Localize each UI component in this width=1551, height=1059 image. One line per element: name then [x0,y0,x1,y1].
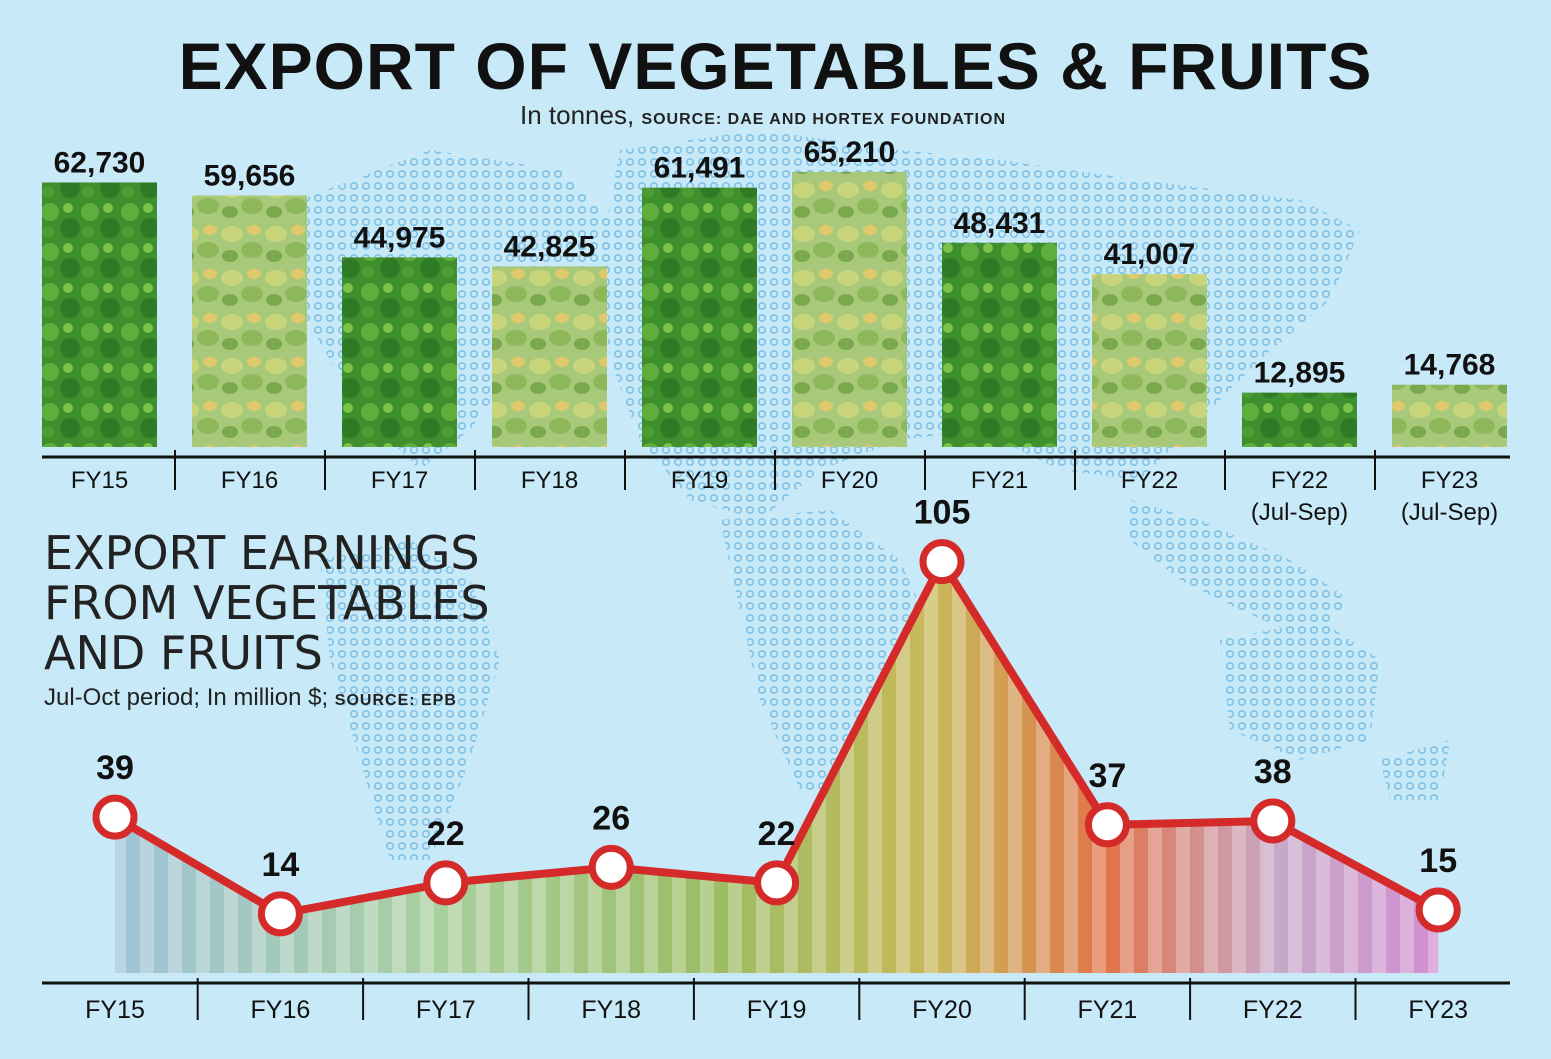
bar-chart [42,172,1507,448]
bar [942,242,1057,447]
bar [792,172,907,447]
bar-value-label: 48,431 [954,207,1046,240]
line-point [919,539,965,585]
bar-value-label: 59,656 [204,159,296,192]
bar-value-label: 14,768 [1404,349,1496,382]
bar-value-label: 62,730 [54,146,146,179]
bar-chart-subtitle: In tonnes, SOURCE: DAE AND HORTEX FOUNDA… [520,100,1006,131]
earnings-subtitle: Jul-Oct period; In million $; SOURCE: EP… [44,684,457,712]
bar-value-label: 65,210 [804,136,896,169]
line-value-label: 15 [1419,842,1457,880]
line-category-label: FY19 [747,996,807,1024]
line-category-label: FY20 [912,996,972,1024]
earnings-title-line1: EXPORT EARNINGS [44,526,480,580]
bar [192,195,307,447]
earnings-source: SOURCE: EPB [334,692,457,709]
line-value-label: 22 [758,815,796,853]
bar-value-labels: 62,730 59,656 44,975 42,825 61,491 65,210 48,4… [54,136,1496,390]
line-value-label: 22 [427,815,465,853]
area-stripes [115,561,1439,973]
line-value-labels: 39 14 22 26 22 105 37 38 15 [96,494,1457,884]
bar-category-label: FY21 [971,467,1028,494]
line-points [92,539,1461,937]
bar-category-label: FY22 [1271,467,1328,494]
bar-chart-unit: In tonnes, [520,100,635,130]
bar-category-label: FY19 [671,467,728,494]
line-category-label: FY15 [85,996,145,1024]
line-value-label: 39 [96,749,134,787]
earnings-title-line2: FROM VEGETABLES [44,576,490,630]
line-value-label: 37 [1088,757,1126,795]
chart-title: EXPORT OF VEGETABLES & FRUITS [178,29,1373,103]
bar-value-label: 61,491 [654,152,746,185]
bar [1392,384,1507,447]
line-point [588,844,634,890]
line-category-label: FY16 [251,996,311,1024]
bar [1242,392,1357,447]
line-value-label: 38 [1254,753,1292,791]
line-point [257,891,303,937]
line-category-label: FY23 [1408,996,1468,1024]
line-point [1084,802,1130,848]
bar-category-label: FY23 [1421,467,1478,494]
line-category-label: FY18 [581,996,641,1024]
bar-axis-ticks [174,450,1376,490]
line-value-label: 26 [592,799,630,837]
line-value-label: 105 [914,494,971,532]
line-value-label: 14 [261,846,299,884]
line-axis-ticks [196,978,1357,1020]
bar-category-label: (Jul-Sep) [1401,499,1498,526]
bar-category-label: FY22 [1121,467,1178,494]
bar-value-label: 41,007 [1104,238,1196,271]
bar [642,187,757,447]
line-point [423,860,469,906]
bar-category-label: FY15 [71,467,128,494]
bar-value-label: 12,895 [1254,357,1346,390]
line-category-label: FY22 [1243,996,1303,1024]
bar [42,182,157,448]
earnings-unit: Jul-Oct period; In million $; [44,684,329,711]
line-point [92,794,138,840]
bar-value-label: 42,825 [504,230,596,263]
bar-category-label: FY17 [371,467,428,494]
bar-category-label: FY16 [221,467,278,494]
line-point [1250,798,1296,844]
earnings-title: EXPORT EARNINGS FROM VEGETABLES AND FRUI… [44,528,524,678]
bar [1092,274,1207,447]
bar-axis-categories: FY15 FY16 FY17 FY18 FY19 FY20 FY21 FY22 FY22 (Jul… [71,467,1498,526]
earnings-title-line3: AND FRUITS [44,626,323,680]
bar-category-label: (Jul-Sep) [1251,499,1348,526]
bar-value-label: 44,975 [354,221,446,254]
line-point [754,860,800,906]
bar [342,257,457,447]
bar-chart-source: SOURCE: DAE AND HORTEX FOUNDATION [641,111,1006,128]
line-point [1415,887,1461,933]
bar-category-label: FY20 [821,467,878,494]
bar-category-label: FY18 [521,467,578,494]
line-axis-categories: FY15 FY16 FY17 FY18 FY19 FY20 FY21 FY22 FY23 [85,996,1468,1024]
line-category-label: FY17 [416,996,476,1024]
line-category-label: FY21 [1078,996,1138,1024]
bar [492,266,607,447]
